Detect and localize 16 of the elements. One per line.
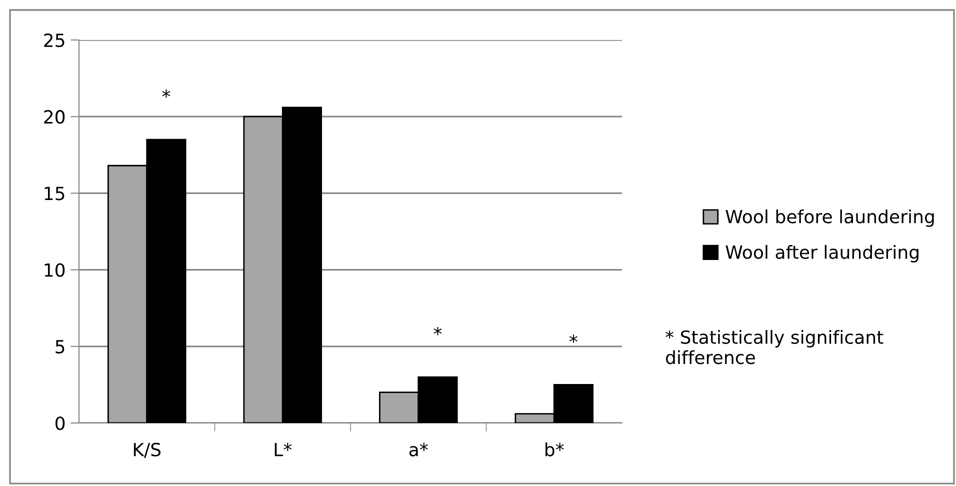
y-tick-label: 10 (44, 263, 65, 277)
x-tick-label: a* (409, 442, 428, 456)
annotation: * (569, 334, 578, 343)
y-tick-label: 25 (44, 33, 64, 48)
y-tick-label: 15 (44, 186, 64, 200)
x-tick-label: b* (546, 442, 564, 456)
y-tick-label: 0 (56, 416, 65, 430)
legend-label: Wool before laundering (726, 209, 934, 227)
y-tick-label: 5 (56, 340, 64, 354)
annotation: * (434, 326, 442, 336)
legend-label: Wool after laundering (726, 244, 918, 262)
x-tick-label: L* (274, 442, 292, 456)
text: * Statistically significant difference (666, 330, 884, 364)
y-tick-label: 20 (44, 110, 65, 124)
x-tick-label: K/S (134, 442, 161, 458)
annotation: * (162, 89, 170, 98)
